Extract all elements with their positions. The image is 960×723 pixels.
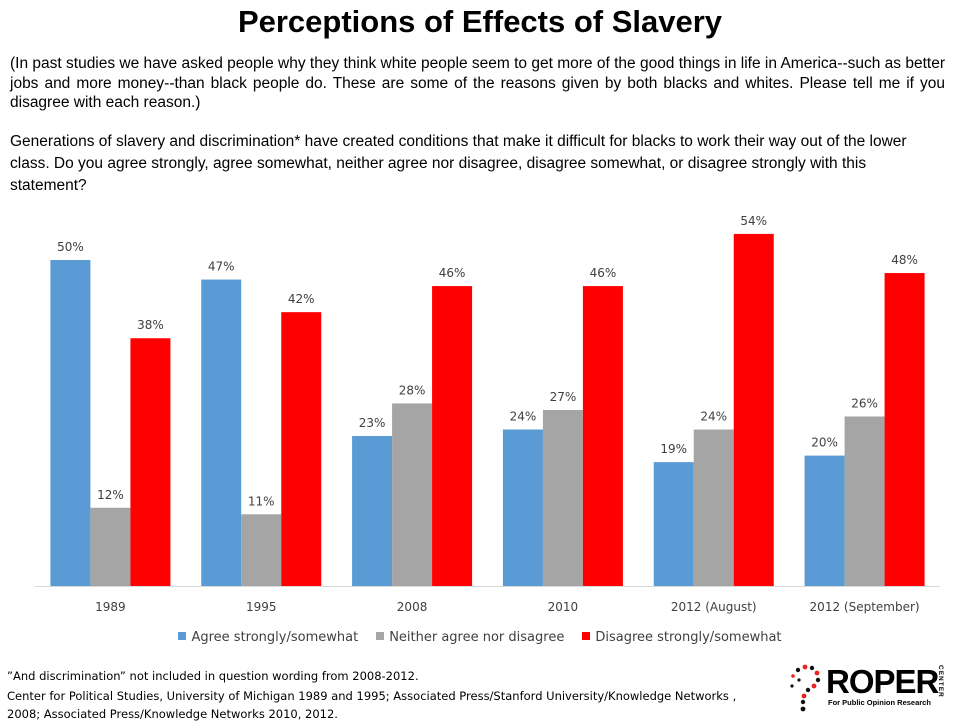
bar [201, 279, 242, 586]
x-tick-label: 1995 [246, 600, 277, 614]
bar [281, 312, 322, 586]
data-label: 48% [891, 253, 918, 267]
bar-chart: 50% 12% 38% 1989 47% 11% 42% 1995 23% 28% 46% 2008 2… [35, 214, 940, 614]
x-tick-label: 2010 [548, 600, 579, 614]
roper-logo-mark-icon [790, 664, 821, 712]
bar [693, 429, 734, 586]
bar [241, 514, 282, 586]
logo-center-label: CENTER [937, 665, 944, 698]
data-label: 24% [510, 410, 537, 424]
bar [502, 429, 543, 586]
bar [844, 416, 885, 586]
legend-label: Neither agree nor disagree [389, 630, 565, 645]
chart-title: Perceptions of Effects of Slavery [237, 4, 723, 39]
footnote: ”And discrimination” not included in que… [7, 669, 419, 683]
data-label: 11% [248, 494, 275, 508]
data-label: 19% [660, 442, 687, 456]
bar [432, 286, 473, 586]
bar [804, 455, 845, 586]
intro-text: (In past studies we have asked people wh… [10, 55, 945, 111]
data-label: 50% [57, 240, 84, 254]
data-label: 47% [208, 260, 235, 274]
bar [884, 273, 925, 586]
data-label: 12% [97, 488, 124, 502]
legend-item: Neither agree nor disagree [376, 630, 564, 645]
bar [90, 507, 131, 586]
data-label: 20% [811, 436, 838, 450]
legend-label: Disagree strongly/somewhat [595, 630, 782, 645]
bar [352, 436, 393, 586]
data-label: 54% [740, 214, 767, 228]
legend-item: Disagree strongly/somewhat [582, 630, 782, 645]
data-label: 38% [137, 318, 164, 332]
x-tick-label: 2012 (August) [671, 600, 757, 614]
x-tick-label: 1989 [95, 600, 126, 614]
x-tick-label: 2008 [397, 600, 428, 614]
bar [653, 462, 694, 586]
data-label: 27% [550, 390, 577, 404]
logo-wordmark: ROPER [826, 663, 939, 700]
data-label: 42% [288, 292, 315, 306]
legend-label: Agree strongly/somewhat [191, 630, 359, 645]
data-label: 46% [590, 266, 617, 280]
bar [542, 409, 583, 586]
bar [392, 403, 433, 586]
bar [582, 286, 623, 586]
data-label: 26% [851, 396, 878, 410]
bar [50, 260, 91, 586]
data-label: 46% [439, 266, 466, 280]
data-label: 23% [359, 416, 386, 430]
source-citation: Center for Political Studies, University… [7, 689, 737, 721]
bar [733, 233, 774, 587]
data-label: 24% [700, 410, 727, 424]
data-label: 28% [399, 383, 426, 397]
chart-legend: Agree strongly/somewhat Neither agree nor… [0, 630, 960, 645]
legend-swatch [376, 632, 385, 640]
roper-center-logo: ROPER CENTER For Public Opinion Research [786, 662, 951, 712]
question-text: Generations of slavery and discriminatio… [10, 133, 907, 194]
legend-swatch [582, 632, 591, 640]
bar [130, 338, 171, 586]
legend-item: Agree strongly/somewhat [178, 630, 358, 645]
x-tick-label: 2012 (September) [810, 600, 920, 614]
legend-swatch [178, 632, 187, 640]
logo-tagline: For Public Opinion Research [828, 698, 931, 707]
